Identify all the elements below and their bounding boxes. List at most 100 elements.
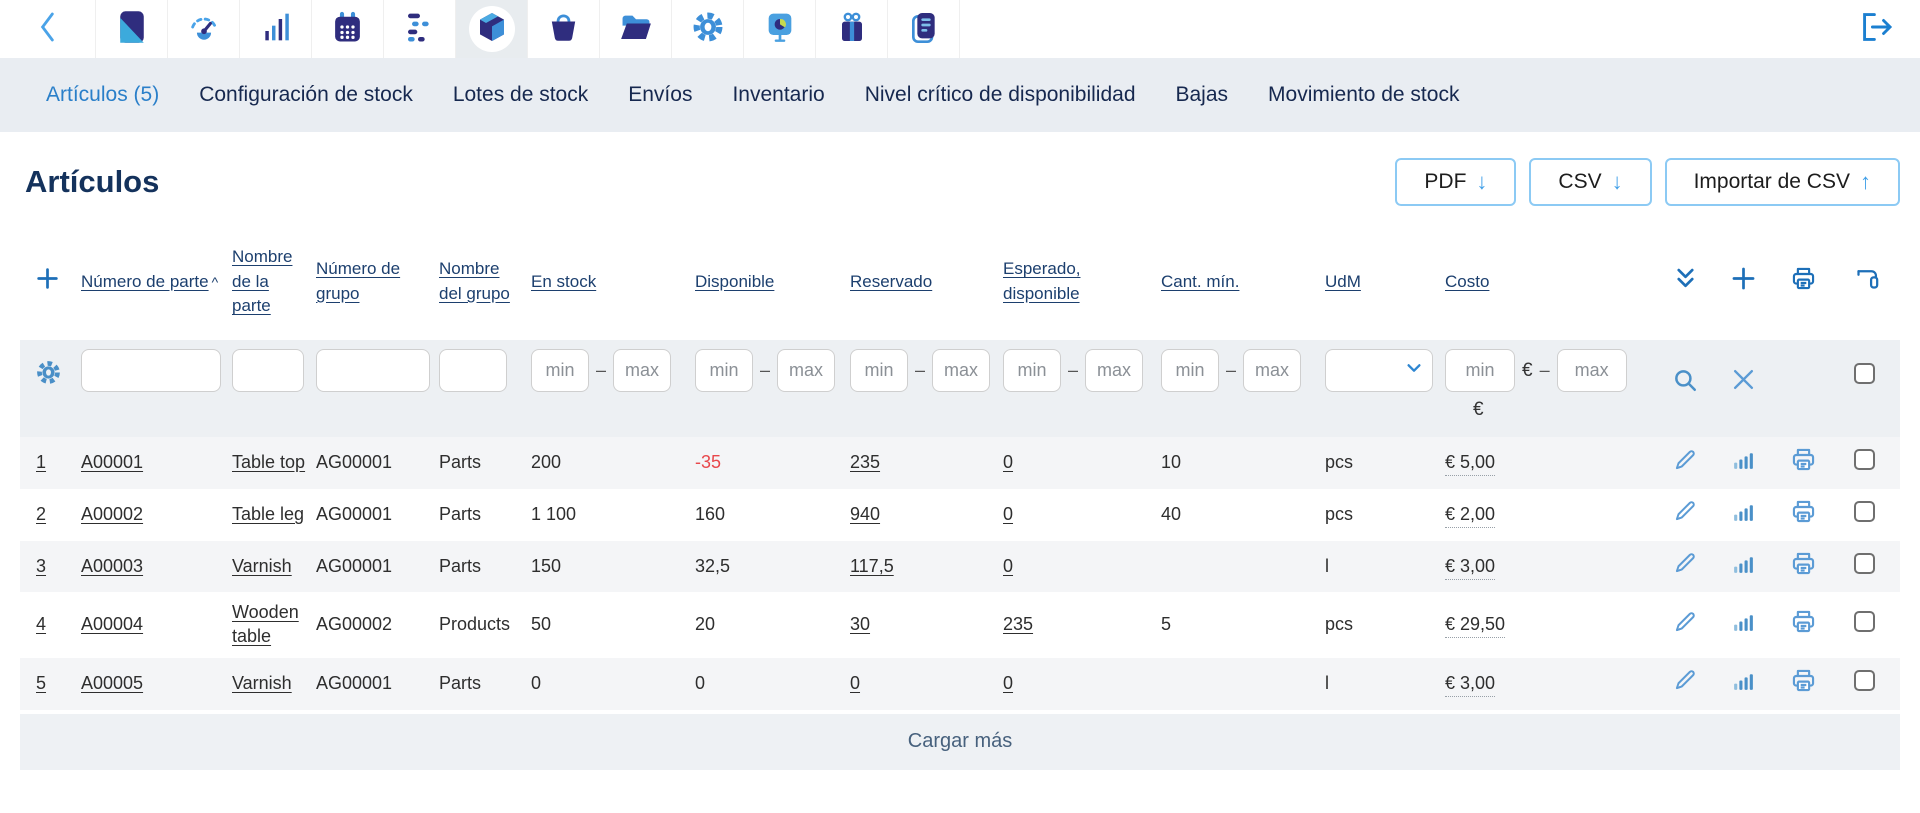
cell-expected[interactable]: 0: [1003, 452, 1014, 472]
row-stats-button[interactable]: [1731, 551, 1756, 583]
cell-part-no[interactable]: A00005: [81, 672, 144, 693]
load-more-link[interactable]: Cargar más: [907, 730, 1013, 752]
filter-cost-min-input[interactable]: [1445, 349, 1515, 392]
select-all-checkbox[interactable]: [1854, 363, 1875, 384]
cell-part-name[interactable]: Varnish: [232, 555, 292, 576]
cell-cost[interactable]: € 3,00: [1445, 555, 1496, 580]
filter-uom-select[interactable]: [1325, 349, 1433, 392]
clear-filters-button[interactable]: [1731, 367, 1756, 397]
header-part-no[interactable]: Número de parte: [81, 271, 209, 291]
filter-part-name-input[interactable]: [232, 349, 304, 392]
edit-row-button[interactable]: [1672, 498, 1698, 531]
nav-tab-4[interactable]: Inventario: [732, 83, 825, 106]
barcode-scanner-button[interactable]: [1854, 265, 1881, 300]
header-available[interactable]: Disponible: [695, 271, 775, 291]
print-row-button[interactable]: [1790, 498, 1817, 532]
cell-part-name[interactable]: Varnish: [232, 672, 292, 693]
row-checkbox[interactable]: [1854, 500, 1875, 522]
header-group-no[interactable]: Número de grupo: [316, 259, 401, 303]
row-checkbox[interactable]: [1854, 449, 1875, 470]
nav-tab-1[interactable]: Configuración de stock: [199, 83, 413, 106]
filter-available-max-input[interactable]: [777, 349, 836, 392]
calendar-button[interactable]: [312, 0, 384, 58]
header-min-qty[interactable]: Cant. mín.: [1161, 271, 1240, 291]
cell-expected[interactable]: 0: [1003, 672, 1014, 693]
back-button[interactable]: [0, 0, 96, 58]
print-row-button[interactable]: [1790, 667, 1817, 701]
cell-reserved[interactable]: 30: [850, 614, 871, 635]
filter-cost-max-input[interactable]: [1556, 349, 1627, 392]
row-number-link[interactable]: 1: [36, 452, 47, 472]
print-row-button[interactable]: [1790, 608, 1817, 642]
cell-cost[interactable]: € 5,00: [1445, 452, 1496, 476]
news-button[interactable]: [888, 0, 960, 58]
filter-reserved-min-input[interactable]: [850, 349, 908, 392]
cell-expected[interactable]: 0: [1003, 503, 1014, 524]
row-number-link[interactable]: 5: [36, 672, 47, 693]
cell-part-no[interactable]: A00003: [81, 555, 144, 576]
row-stats-button[interactable]: [1731, 447, 1756, 479]
import-csv-button[interactable]: Importar de CSV ↑: [1664, 158, 1900, 206]
row-stats-button[interactable]: [1731, 499, 1756, 531]
filter-expected-max-input[interactable]: [1085, 349, 1144, 392]
cell-part-name[interactable]: Table top: [232, 452, 306, 472]
add-article-button[interactable]: [20, 266, 81, 299]
nav-tab-6[interactable]: Bajas: [1175, 83, 1229, 106]
bar-chart-button[interactable]: [240, 0, 312, 58]
header-group-name[interactable]: Nombre del grupo: [439, 259, 510, 303]
stock-section-button[interactable]: [456, 0, 528, 58]
filter-min-qty-min-input[interactable]: [1161, 349, 1219, 392]
cell-cost[interactable]: € 2,00: [1445, 503, 1496, 528]
settings-button[interactable]: [672, 0, 744, 58]
gift-button[interactable]: [816, 0, 888, 58]
pdf-button[interactable]: PDF ↓: [1395, 158, 1517, 206]
gantt-button[interactable]: [384, 0, 456, 58]
filter-part-no-input[interactable]: [81, 349, 221, 392]
cell-part-no[interactable]: A00004: [81, 614, 144, 635]
presentation-button[interactable]: [744, 0, 816, 58]
row-number-link[interactable]: 3: [36, 555, 47, 576]
cell-expected[interactable]: 235: [1003, 614, 1034, 635]
nav-tab-2[interactable]: Lotes de stock: [452, 83, 589, 106]
print-row-button[interactable]: [1790, 446, 1817, 480]
app-logo-button[interactable]: [96, 0, 168, 58]
row-stats-button[interactable]: [1731, 609, 1756, 641]
header-reserved[interactable]: Reservado: [850, 271, 933, 291]
cell-reserved[interactable]: 940: [850, 503, 881, 524]
edit-row-button[interactable]: [1672, 447, 1698, 480]
edit-row-button[interactable]: [1672, 609, 1698, 642]
basket-button[interactable]: [528, 0, 600, 58]
filter-group-name-input[interactable]: [439, 349, 507, 392]
row-checkbox[interactable]: [1854, 669, 1875, 691]
nav-tab-0[interactable]: Artículos (5): [46, 83, 160, 106]
row-number-link[interactable]: 4: [36, 614, 47, 635]
header-cost[interactable]: Costo: [1445, 271, 1490, 291]
gauge-button[interactable]: [168, 0, 240, 58]
logout-button[interactable]: [1834, 0, 1920, 58]
nav-tab-3[interactable]: Envíos: [628, 83, 693, 106]
header-part-name[interactable]: Nombre de la parte: [232, 247, 293, 316]
cell-reserved[interactable]: 235: [850, 452, 881, 472]
cell-part-name[interactable]: Wooden table: [232, 602, 299, 646]
header-uom[interactable]: UdM: [1325, 271, 1361, 291]
add-row-button[interactable]: [1730, 265, 1757, 300]
expand-all-button[interactable]: [1672, 265, 1699, 300]
cell-expected[interactable]: 0: [1003, 555, 1014, 576]
search-button[interactable]: [1672, 367, 1698, 398]
row-number-link[interactable]: 2: [36, 503, 47, 524]
filter-min-qty-max-input[interactable]: [1243, 349, 1302, 392]
print-row-button[interactable]: [1790, 550, 1817, 584]
cell-part-no[interactable]: A00001: [81, 452, 144, 472]
cell-cost[interactable]: € 3,00: [1445, 672, 1496, 697]
filter-settings-button[interactable]: [20, 359, 81, 391]
filter-available-min-input[interactable]: [695, 349, 753, 392]
header-expected[interactable]: Esperado, disponible: [1003, 259, 1081, 303]
filter-in-stock-max-input[interactable]: [613, 349, 672, 392]
edit-row-button[interactable]: [1672, 667, 1698, 700]
cell-part-no[interactable]: A00002: [81, 503, 144, 524]
nav-tab-5[interactable]: Nivel crítico de disponibilidad: [864, 83, 1136, 106]
filter-expected-min-input[interactable]: [1003, 349, 1061, 392]
filter-reserved-max-input[interactable]: [932, 349, 991, 392]
csv-button[interactable]: CSV ↓: [1529, 158, 1652, 206]
cell-cost[interactable]: € 29,50: [1445, 614, 1506, 639]
